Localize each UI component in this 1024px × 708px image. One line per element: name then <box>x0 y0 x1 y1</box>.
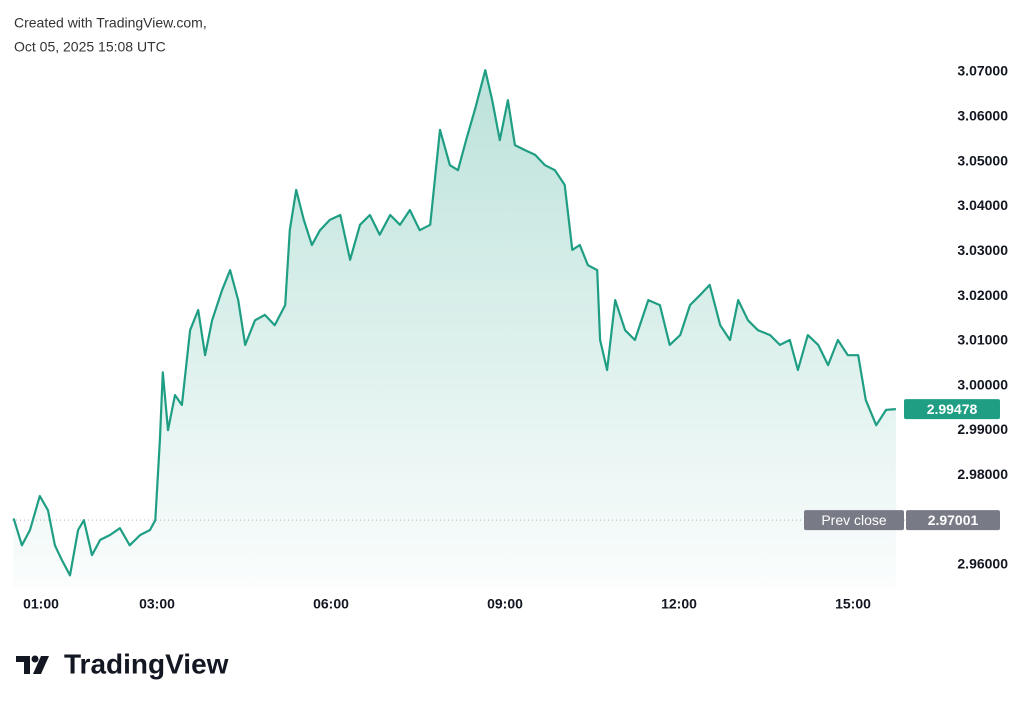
x-tick-label: 01:00 <box>23 596 59 612</box>
last-price-label: 2.99478 <box>927 401 978 417</box>
y-tick-label: 3.01000 <box>957 332 1008 348</box>
y-tick-label: 2.98000 <box>957 466 1008 482</box>
header-line: Created with TradingView.com, <box>14 15 207 31</box>
y-tick-label: 3.07000 <box>957 63 1008 79</box>
x-tick-label: 03:00 <box>139 596 175 612</box>
y-tick-label: 2.96000 <box>957 556 1008 572</box>
logo-icon <box>16 655 49 674</box>
y-tick-label: 3.02000 <box>957 287 1008 303</box>
price-line <box>12 69 896 577</box>
prev-close-value: 2.97001 <box>928 512 979 528</box>
x-tick-label: 06:00 <box>313 596 349 612</box>
x-tick-label: 09:00 <box>487 596 523 612</box>
x-tick-label: 15:00 <box>835 596 871 612</box>
x-tick-label: 12:00 <box>661 596 697 612</box>
prev-close-value-badge <box>906 510 1000 531</box>
y-tick-label: 3.06000 <box>957 108 1008 124</box>
prev-close-badge <box>804 510 904 531</box>
y-tick-label: 3.00000 <box>957 376 1008 392</box>
prev-close-label: Prev close <box>821 512 887 528</box>
y-tick-label: 3.04000 <box>957 197 1008 213</box>
y-tick-label: 3.03000 <box>957 242 1008 258</box>
y-tick-label: 3.05000 <box>957 152 1008 168</box>
last-price-badge <box>904 399 1000 420</box>
header-line: Oct 05, 2025 15:08 UTC <box>14 39 166 55</box>
area-fill <box>13 70 896 588</box>
y-tick-label: 2.99000 <box>957 421 1008 437</box>
logo-text: TradingView <box>64 648 229 679</box>
